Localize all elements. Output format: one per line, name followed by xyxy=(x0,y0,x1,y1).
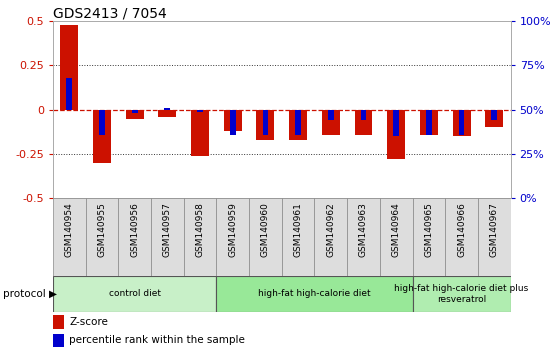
Text: GSM140963: GSM140963 xyxy=(359,202,368,257)
Bar xyxy=(53,276,217,312)
Bar xyxy=(249,198,282,276)
Bar xyxy=(485,110,503,127)
Bar xyxy=(158,110,176,117)
Text: high-fat high-calorie diet: high-fat high-calorie diet xyxy=(258,289,371,298)
Bar xyxy=(315,198,347,276)
Text: protocol ▶: protocol ▶ xyxy=(3,289,57,299)
Bar xyxy=(217,276,412,312)
Bar xyxy=(289,110,307,140)
Text: Z-score: Z-score xyxy=(70,318,108,327)
Bar xyxy=(132,110,138,113)
Bar xyxy=(360,110,367,120)
Bar xyxy=(393,110,399,136)
Text: GSM140954: GSM140954 xyxy=(65,202,74,257)
Bar xyxy=(99,110,105,135)
Bar xyxy=(412,198,445,276)
Bar xyxy=(445,198,478,276)
Bar xyxy=(197,110,203,112)
Bar xyxy=(322,110,340,135)
Text: GSM140956: GSM140956 xyxy=(130,202,139,257)
Bar xyxy=(491,110,497,120)
Bar xyxy=(257,110,275,140)
Bar xyxy=(412,276,511,312)
Bar xyxy=(60,25,78,110)
Bar xyxy=(224,110,242,131)
Bar xyxy=(387,110,405,159)
Text: GSM140955: GSM140955 xyxy=(98,202,107,257)
Bar xyxy=(354,110,373,135)
Bar xyxy=(347,198,380,276)
Text: high-fat high-calorie diet plus
resveratrol: high-fat high-calorie diet plus resverat… xyxy=(395,284,528,303)
Bar xyxy=(126,110,144,119)
Bar xyxy=(66,78,73,110)
Bar xyxy=(420,110,438,135)
Bar xyxy=(459,110,464,135)
Bar xyxy=(86,198,118,276)
Text: GSM140961: GSM140961 xyxy=(294,202,302,257)
Text: GSM140967: GSM140967 xyxy=(490,202,499,257)
Bar xyxy=(328,110,334,120)
Bar xyxy=(151,198,184,276)
Bar xyxy=(191,110,209,156)
Bar xyxy=(282,198,315,276)
Bar xyxy=(93,110,111,163)
Bar xyxy=(426,110,432,135)
Bar xyxy=(262,110,268,135)
Bar xyxy=(53,315,64,329)
Bar xyxy=(118,198,151,276)
Text: GSM140960: GSM140960 xyxy=(261,202,270,257)
Bar xyxy=(53,198,86,276)
Text: GSM140964: GSM140964 xyxy=(392,202,401,257)
Text: GSM140959: GSM140959 xyxy=(228,202,237,257)
Bar xyxy=(184,198,217,276)
Text: control diet: control diet xyxy=(109,289,161,298)
Bar xyxy=(53,334,64,347)
Bar xyxy=(380,198,412,276)
Bar xyxy=(453,110,470,136)
Bar xyxy=(165,108,170,110)
Bar xyxy=(478,198,511,276)
Text: GDS2413 / 7054: GDS2413 / 7054 xyxy=(53,6,167,20)
Text: GSM140966: GSM140966 xyxy=(457,202,466,257)
Bar xyxy=(217,198,249,276)
Text: percentile rank within the sample: percentile rank within the sample xyxy=(70,335,246,346)
Text: GSM140965: GSM140965 xyxy=(425,202,434,257)
Text: GSM140957: GSM140957 xyxy=(163,202,172,257)
Bar xyxy=(295,110,301,135)
Bar xyxy=(230,110,235,135)
Text: GSM140958: GSM140958 xyxy=(196,202,205,257)
Text: GSM140962: GSM140962 xyxy=(326,202,335,257)
